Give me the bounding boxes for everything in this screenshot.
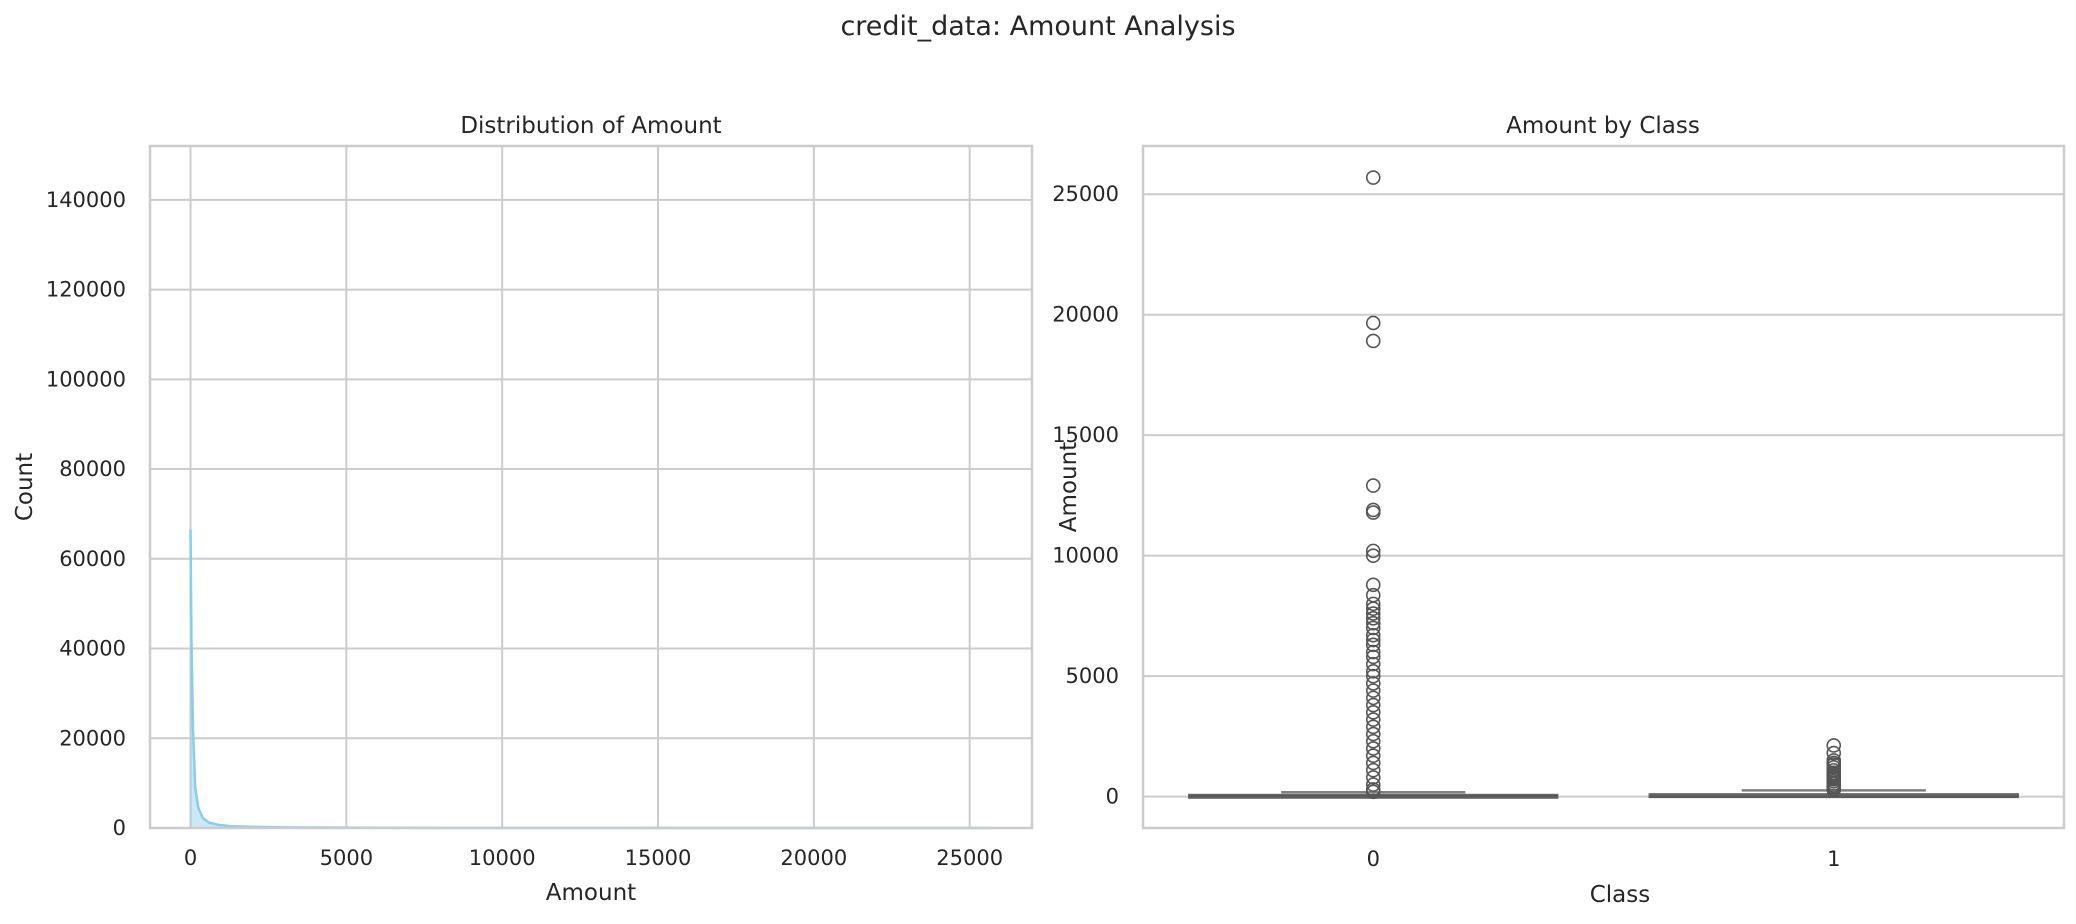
box-x-tick-label: 0 bbox=[1367, 847, 1380, 871]
outlier-point bbox=[1365, 697, 1381, 713]
outlier-point bbox=[1365, 333, 1381, 349]
hist-y-tick-label: 60000 bbox=[59, 547, 126, 571]
box-x-axis-label: Class bbox=[1590, 882, 1651, 908]
box-x-tick-label: 1 bbox=[1827, 847, 1840, 871]
outlier-point bbox=[1365, 748, 1381, 764]
outlier-point bbox=[1365, 755, 1381, 771]
outlier-point bbox=[1365, 664, 1381, 679]
outlier-point bbox=[1365, 676, 1381, 691]
outlier-point bbox=[1365, 615, 1381, 631]
outlier-point bbox=[1365, 762, 1381, 778]
outlier-point bbox=[1365, 770, 1381, 785]
outlier-point bbox=[1365, 543, 1381, 559]
hist-plot-area bbox=[150, 146, 1032, 828]
outlier-point bbox=[1365, 637, 1381, 653]
hist-x-tick-label: 15000 bbox=[625, 846, 692, 870]
figure-suptitle: credit_data: Amount Analysis bbox=[840, 11, 1235, 42]
outlier-point bbox=[1365, 632, 1381, 648]
box-y-tick-labels: 0 5000 10000 15000 20000 25000 bbox=[1052, 182, 1119, 808]
hist-y-tick-labels: 0 20000 40000 60000 80000 100000 120000 140000 bbox=[46, 188, 126, 840]
outlier-point bbox=[1365, 611, 1381, 626]
hist-y-tick-label: 0 bbox=[113, 816, 126, 840]
hist-y-tick-label: 140000 bbox=[46, 188, 126, 212]
outlier-point bbox=[1365, 668, 1381, 684]
outlier-point bbox=[1365, 741, 1381, 756]
outlier-point bbox=[1365, 601, 1381, 616]
box-y-axis-label: Amount bbox=[1056, 442, 1082, 532]
hist-x-tick-label: 0 bbox=[184, 846, 197, 870]
hist-y-tick-label: 120000 bbox=[46, 278, 126, 302]
outlier-point bbox=[1365, 315, 1381, 331]
hist-y-tick-label: 40000 bbox=[59, 637, 126, 661]
class-0-box-group bbox=[1188, 170, 1559, 800]
outlier-point bbox=[1826, 782, 1842, 798]
outlier-point bbox=[1365, 577, 1381, 593]
outlier-point bbox=[1365, 596, 1381, 612]
outlier-point bbox=[1365, 505, 1381, 520]
outlier-point bbox=[1365, 705, 1381, 720]
hist-y-tick-label: 100000 bbox=[46, 367, 126, 391]
hist-y-axis-label: Count bbox=[12, 453, 38, 521]
box-y-tick-label: 15000 bbox=[1052, 423, 1119, 447]
hist-x-tick-label: 5000 bbox=[320, 846, 373, 870]
outlier-point bbox=[1365, 683, 1381, 698]
box-series bbox=[1188, 170, 2019, 800]
hist-title: Distribution of Amount bbox=[460, 113, 721, 139]
outlier-point bbox=[1365, 606, 1381, 621]
box-y-tick-label: 5000 bbox=[1066, 664, 1119, 688]
box-y-tick-label: 0 bbox=[1106, 785, 1119, 809]
hist-x-axis-label: Amount bbox=[546, 880, 636, 906]
box-y-tick-label: 20000 bbox=[1052, 303, 1119, 327]
outlier-point bbox=[1365, 644, 1381, 660]
outlier-point bbox=[1365, 719, 1381, 735]
outlier-point bbox=[1365, 620, 1381, 636]
outlier-point bbox=[1826, 745, 1842, 761]
box-y-tick-label: 25000 bbox=[1052, 182, 1119, 206]
box-plot-area bbox=[1143, 146, 2064, 828]
outlier-point bbox=[1365, 777, 1381, 792]
outlier-point bbox=[1365, 784, 1381, 800]
outlier-point bbox=[1365, 733, 1381, 749]
outlier-point bbox=[1365, 548, 1381, 563]
outlier-point bbox=[1365, 690, 1381, 706]
hist-frame bbox=[148, 144, 1034, 830]
hist-y-tick-label: 80000 bbox=[59, 457, 126, 481]
outlier-point bbox=[1365, 712, 1381, 727]
box-y-tick-label: 10000 bbox=[1052, 544, 1119, 568]
outlier-point bbox=[1365, 656, 1381, 672]
hist-x-tick-labels: 0 5000 10000 15000 20000 25000 bbox=[184, 846, 1003, 870]
box-frame bbox=[1141, 144, 2066, 830]
hist-y-tick-label: 20000 bbox=[59, 726, 126, 750]
outlier-point bbox=[1365, 726, 1381, 742]
hist-x-tick-label: 10000 bbox=[469, 846, 536, 870]
box-title: Amount by Class bbox=[1506, 113, 1700, 139]
amount-distribution-panel: 0 5000 10000 15000 20000 25000 0 20000 40000 600… bbox=[12, 113, 1034, 906]
outlier-point bbox=[1365, 170, 1381, 185]
hist-gridlines bbox=[150, 146, 1032, 829]
outlier-point bbox=[1365, 627, 1381, 643]
outlier-point bbox=[1365, 478, 1381, 493]
class-1-box-group bbox=[1648, 738, 2019, 799]
outlier-point bbox=[1365, 649, 1381, 665]
hist-x-tick-label: 20000 bbox=[780, 846, 847, 870]
outlier-point bbox=[1826, 738, 1842, 753]
hist-x-tick-label: 25000 bbox=[936, 846, 1003, 870]
